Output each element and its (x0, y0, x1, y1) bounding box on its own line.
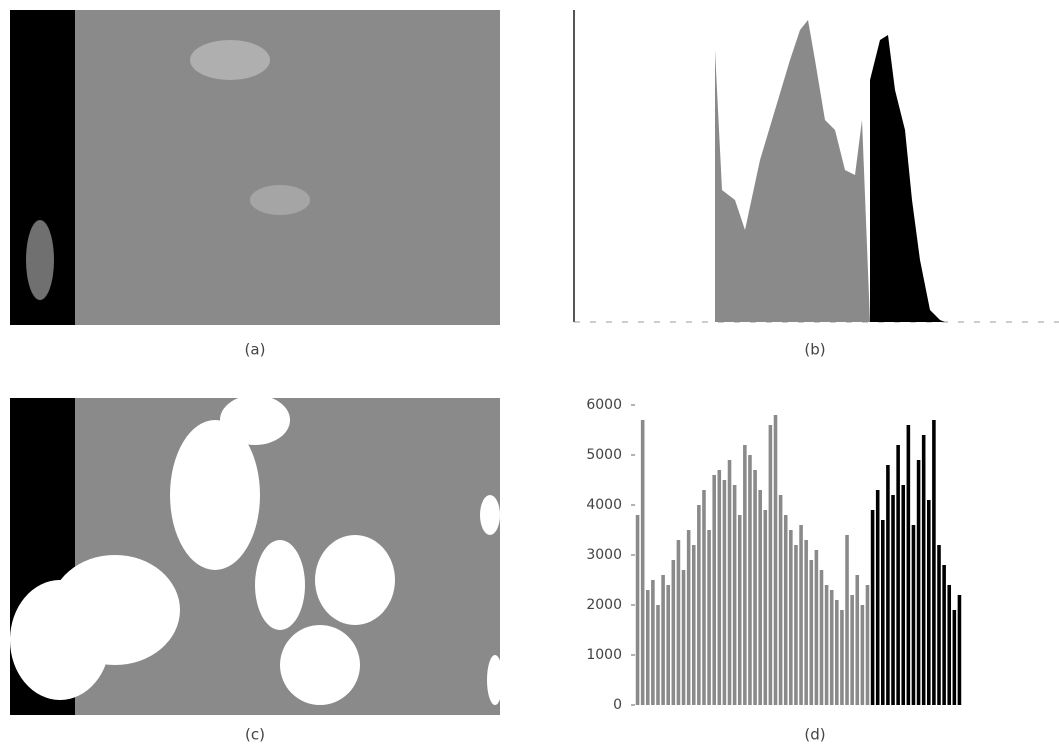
image-c (10, 395, 503, 715)
bar (692, 545, 696, 705)
bar (738, 515, 742, 705)
y-tick-label: 2000 (586, 597, 622, 613)
y-tick-label: 0 (613, 697, 622, 713)
bar (707, 530, 711, 705)
bar (677, 540, 681, 705)
bar (855, 575, 859, 705)
bar (697, 505, 701, 705)
bar (830, 590, 834, 705)
bar (728, 460, 732, 705)
bar (809, 560, 813, 705)
y-tick-label: 6000 (586, 397, 622, 413)
bar (845, 535, 849, 705)
histogram-d: 0 1000 2000 3000 4000 5000 6000 (586, 397, 961, 713)
bar (861, 605, 865, 705)
bar (932, 420, 936, 705)
bar (769, 425, 773, 705)
bar (850, 595, 854, 705)
y-tick-label: 3000 (586, 547, 622, 563)
bar (672, 560, 676, 705)
bar (758, 490, 762, 705)
bar (886, 465, 890, 705)
bar (789, 530, 793, 705)
bar (881, 520, 885, 705)
bar (784, 515, 788, 705)
bar (748, 455, 752, 705)
bar (876, 490, 880, 705)
bar (896, 445, 900, 705)
bar (866, 585, 870, 705)
bar (907, 425, 911, 705)
bar (799, 525, 803, 705)
bar (733, 485, 737, 705)
bar (687, 530, 691, 705)
y-tick-label: 5000 (586, 447, 622, 463)
bar (661, 575, 665, 705)
image-a (10, 10, 500, 325)
histogram-b (574, 10, 1059, 322)
bar (636, 515, 640, 705)
bar (641, 420, 645, 705)
bar (922, 435, 926, 705)
panel-label: (a) (245, 341, 266, 359)
bar (891, 495, 895, 705)
bar (764, 510, 768, 705)
bar (646, 590, 650, 705)
bar (820, 570, 824, 705)
bar (804, 540, 808, 705)
bar (871, 510, 875, 705)
bar (779, 495, 783, 705)
bar (953, 610, 957, 705)
bar (753, 470, 757, 705)
bar (825, 585, 829, 705)
bar (958, 595, 962, 705)
bar (712, 475, 716, 705)
bar (743, 445, 747, 705)
bar (656, 605, 660, 705)
panel-label: (d) (804, 726, 825, 744)
bar (840, 610, 844, 705)
bar (702, 490, 706, 705)
bar (927, 500, 931, 705)
bar (937, 545, 941, 705)
y-tick-label: 1000 (586, 647, 622, 663)
bar (794, 545, 798, 705)
bar (682, 570, 686, 705)
panel-label: (c) (245, 726, 265, 744)
bar (666, 585, 670, 705)
bar (942, 565, 946, 705)
figure: (a) (b) (c) (d) 0 1000 2000 3000 4000 5000 600… (0, 0, 1059, 749)
bar (912, 525, 916, 705)
bar (815, 550, 819, 705)
bar (947, 585, 951, 705)
bar (835, 600, 839, 705)
bar (723, 480, 727, 705)
bar (901, 485, 905, 705)
bar (651, 580, 655, 705)
y-tick-label: 4000 (586, 497, 622, 513)
panel-label: (b) (804, 341, 825, 359)
bar (917, 460, 921, 705)
bar (774, 415, 778, 705)
bar (718, 470, 722, 705)
